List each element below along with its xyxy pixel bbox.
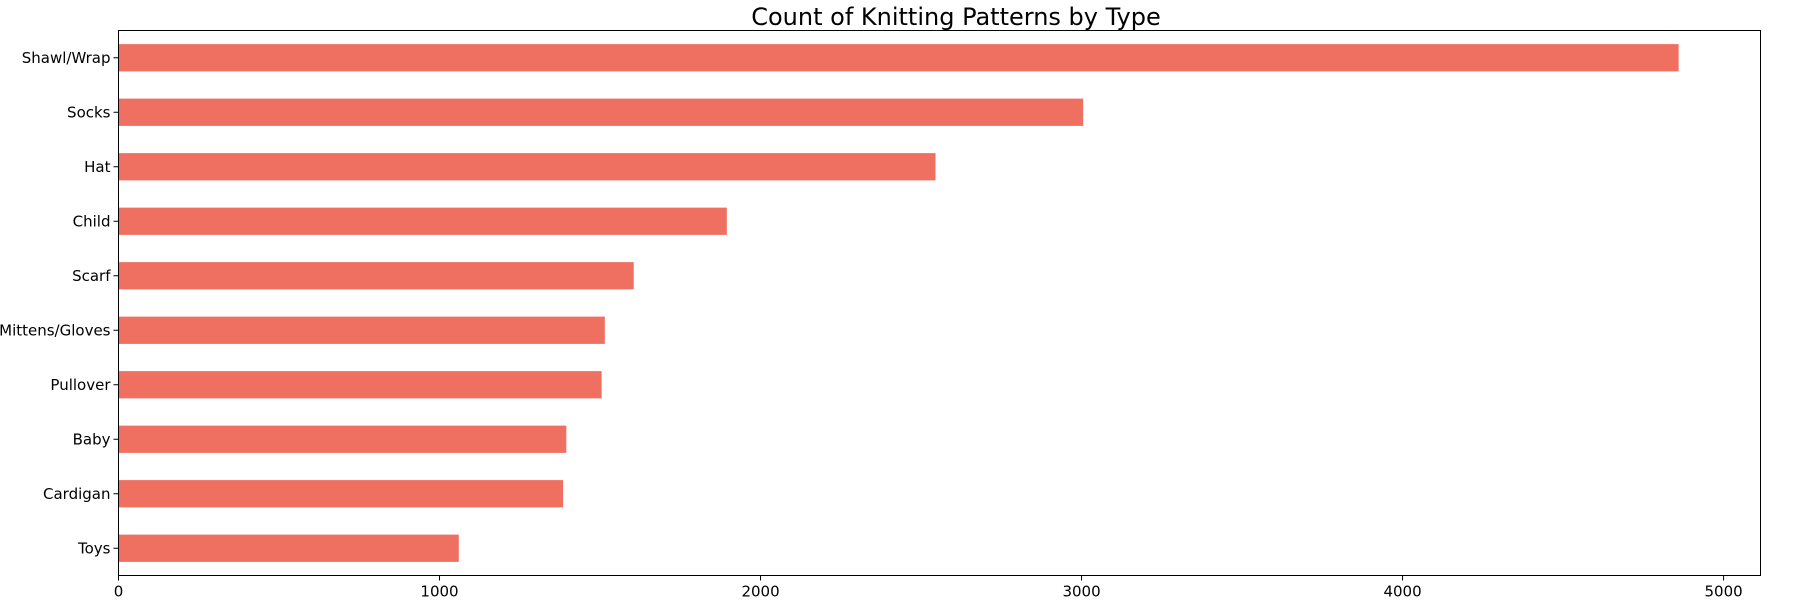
bars-layer	[118, 44, 1679, 562]
y-tick-label: Toys	[77, 539, 111, 557]
x-tick-label: 1000	[420, 583, 458, 601]
y-axis-categories: Shawl/Wrap Socks Hat Child Scarf Mittens/Glov…	[0, 49, 119, 557]
y-tick-label: Pullover	[50, 376, 111, 394]
y-tick-label: Cardigan	[43, 485, 110, 503]
y-tick-label: Shawl/Wrap	[22, 49, 111, 67]
y-tick-label: Mittens/Gloves	[0, 321, 111, 339]
x-tick-label: 4000	[1383, 583, 1421, 601]
bar-scarf	[118, 262, 634, 290]
x-tick-label: 0	[114, 583, 124, 601]
chart-title: Count of Knitting Patterns by Type	[751, 3, 1161, 31]
bar-shawl-wrap	[118, 44, 1679, 72]
y-tick-label: Baby	[73, 430, 111, 448]
y-tick-label: Child	[73, 212, 111, 230]
bar-child	[118, 207, 727, 235]
y-tick-label: Socks	[67, 103, 111, 121]
bar-pullover	[118, 371, 602, 399]
y-tick-label: Hat	[84, 158, 110, 176]
plot-frame	[118, 30, 1761, 576]
x-tick-label: 2000	[741, 583, 779, 601]
bar-hat	[118, 153, 936, 181]
bar-socks	[118, 98, 1084, 126]
bar-mittens-gloves	[118, 316, 605, 344]
axes	[118, 30, 1761, 576]
y-tick-label: Scarf	[72, 267, 111, 285]
x-tick-label: 3000	[1062, 583, 1100, 601]
x-axis-ticks: 0 1000 2000 3000 4000 5000	[114, 575, 1743, 601]
x-tick-label: 5000	[1704, 583, 1742, 601]
bar-cardigan	[118, 480, 564, 508]
bar-baby	[118, 425, 567, 453]
bar-toys	[118, 534, 459, 562]
